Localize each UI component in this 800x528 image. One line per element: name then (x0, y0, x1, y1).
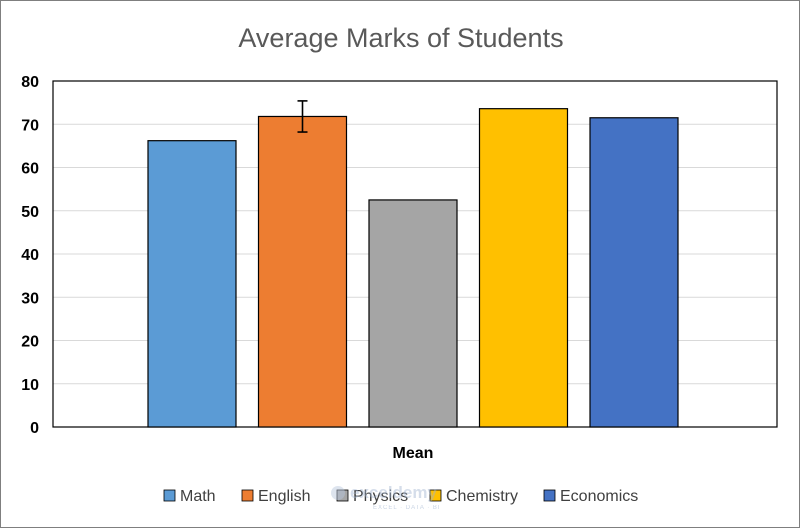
legend[interactable]: Math English Physics Chemistry Economics (163, 488, 638, 505)
legend-swatch (241, 489, 254, 502)
y-tick-label: 10 (21, 377, 39, 394)
watermark-logo: exceldemy EXCEL · DATA · BI (331, 483, 441, 511)
x-axis-categories: Mean (393, 445, 434, 462)
y-axis-ticks: 0 10 20 30 40 50 60 70 80 (21, 74, 39, 437)
bar-physics[interactable] (368, 199, 458, 428)
y-tick-label: 0 (30, 420, 39, 437)
y-tick-label: 50 (21, 204, 39, 221)
legend-label: Math (180, 488, 216, 505)
legend-label: Chemistry (446, 488, 518, 505)
legend-swatch (429, 489, 442, 502)
watermark-text: exceldemy (350, 483, 437, 502)
y-tick-label: 20 (21, 334, 39, 351)
legend-swatch (336, 489, 349, 502)
legend-item-english[interactable]: English (241, 488, 310, 505)
x-category-label: Mean (393, 445, 434, 462)
watermark-tagline: EXCEL · DATA · BI (373, 505, 441, 511)
legend-label: Economics (560, 488, 638, 505)
y-tick-label: 40 (21, 247, 39, 264)
legend-swatch (163, 489, 176, 502)
legend-label: Physics (353, 488, 408, 505)
bar-economics[interactable] (589, 117, 679, 428)
y-tick-label: 30 (21, 290, 39, 307)
legend-item-physics[interactable]: Physics (336, 488, 408, 505)
bar-math[interactable] (147, 140, 237, 428)
y-tick-label: 80 (21, 74, 39, 91)
error-bar-english (297, 100, 308, 133)
y-tick-label: 60 (21, 161, 39, 178)
y-tick-label: 70 (21, 117, 39, 134)
legend-item-chemistry[interactable]: Chemistry (429, 488, 518, 505)
chart-title: Average Marks of Students (238, 23, 563, 53)
legend-item-math[interactable]: Math (163, 488, 216, 505)
bar-english[interactable] (257, 115, 348, 428)
legend-label: English (258, 488, 310, 505)
bar-chemistry[interactable] (478, 108, 569, 428)
legend-swatch (543, 489, 556, 502)
bars (147, 100, 679, 428)
legend-item-economics[interactable]: Economics (543, 488, 638, 505)
watermark-logo-icon (331, 486, 345, 500)
